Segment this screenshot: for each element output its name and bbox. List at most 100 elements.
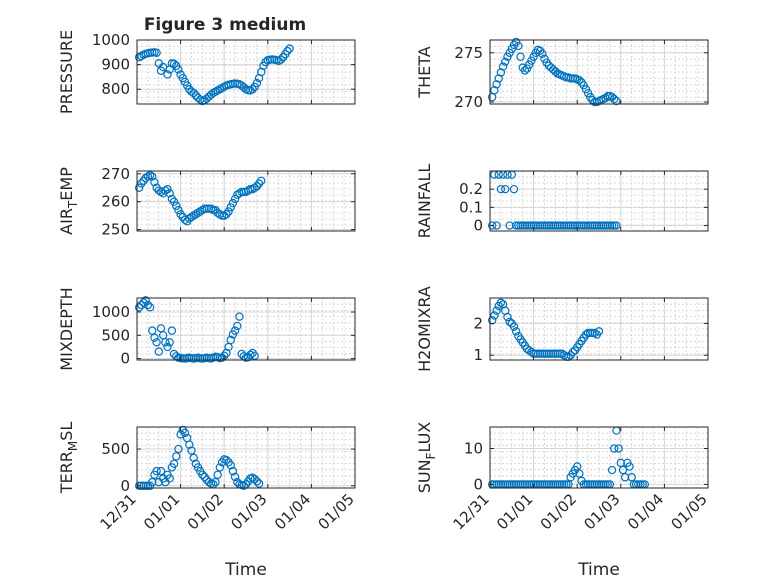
- y-tick-label: 0: [120, 350, 130, 368]
- data-point: [248, 184, 257, 194]
- data-point: [525, 221, 534, 230]
- data-point: [498, 62, 508, 71]
- data-point: [511, 221, 521, 230]
- subplot-pressure: 800 900 1000 PRESSURE: [57, 30, 356, 114]
- data-point: [540, 221, 549, 230]
- data-point: [285, 44, 294, 53]
- data-point: [163, 70, 172, 79]
- y-tick-label: 1000: [92, 303, 130, 321]
- data-point: [191, 210, 201, 219]
- figure-title: Figure 3 medium: [144, 15, 306, 35]
- data-point: [549, 349, 558, 358]
- data-point: [204, 477, 214, 487]
- data-point: [614, 444, 623, 453]
- data-point: [143, 300, 153, 310]
- data-point: [215, 463, 225, 472]
- data-point: [551, 221, 560, 230]
- axes-box: [489, 39, 709, 105]
- data-point: [592, 221, 602, 230]
- data-point: [575, 221, 584, 230]
- data-point: [239, 481, 249, 490]
- data-point: [163, 342, 172, 352]
- data-point: [156, 466, 166, 476]
- data-point: [546, 221, 556, 230]
- data-point: [257, 176, 266, 185]
- data-point: [233, 321, 242, 331]
- y-axis-label: PRESSURE: [57, 30, 76, 114]
- data-point: [590, 328, 599, 338]
- data-point: [169, 197, 179, 206]
- data-point: [535, 349, 545, 358]
- data-point: [145, 303, 155, 312]
- x-axis-label: Time: [577, 560, 620, 580]
- y-tick-label: 250: [101, 221, 130, 239]
- data-point: [546, 349, 556, 358]
- data-point: [250, 351, 259, 360]
- subplot-air-temp: 250 260 270 AIRTEMP: [57, 165, 356, 239]
- data-point: [165, 189, 174, 198]
- data-point: [228, 198, 238, 208]
- data-point: [172, 201, 181, 211]
- data-point: [496, 184, 506, 194]
- data-point: [503, 312, 512, 322]
- data-point: [230, 194, 240, 204]
- data-point: [601, 221, 610, 230]
- data-point: [590, 221, 599, 230]
- data-point: [174, 205, 183, 215]
- data-point: [531, 221, 540, 230]
- data-point: [605, 221, 615, 230]
- data-point: [607, 465, 617, 475]
- data-point: [570, 221, 580, 230]
- data-point: [154, 347, 163, 356]
- data-point: [625, 462, 634, 471]
- data-point: [211, 477, 220, 487]
- y-tick-label: 0: [473, 475, 483, 493]
- data-point: [531, 349, 540, 358]
- axes-box: [136, 170, 356, 232]
- data-point: [577, 221, 586, 230]
- data-point: [538, 49, 547, 58]
- data-point: [226, 203, 235, 212]
- axes-box: [489, 170, 709, 232]
- y-tick-label: 1000: [92, 31, 130, 49]
- data-point: [516, 52, 525, 61]
- y-tick-label: 900: [101, 56, 130, 74]
- data-point: [180, 428, 190, 438]
- data-point: [200, 204, 209, 213]
- data-point: [549, 221, 558, 230]
- data-point: [492, 80, 501, 89]
- data-point: [610, 94, 619, 104]
- data-point: [169, 59, 179, 69]
- data-point: [254, 479, 264, 488]
- data-point: [150, 177, 159, 187]
- data-point: [505, 317, 514, 327]
- data-point: [134, 183, 144, 192]
- data-point: [553, 221, 562, 230]
- y-axis-label: THETA: [415, 46, 434, 98]
- data-point: [209, 205, 218, 215]
- axes-box: [489, 426, 709, 489]
- data-point: [544, 349, 554, 358]
- data-point: [501, 184, 510, 194]
- subplot-theta: 270 275 THETA: [415, 37, 709, 111]
- data-point: [494, 74, 503, 83]
- data-point: [551, 349, 560, 358]
- data-point: [174, 444, 183, 454]
- data-point: [518, 221, 527, 230]
- data-point: [250, 474, 259, 484]
- data-point: [509, 322, 519, 331]
- data-point: [596, 221, 606, 230]
- data-point: [612, 96, 621, 106]
- data-point: [139, 298, 148, 307]
- data-point: [189, 453, 198, 463]
- data-point: [143, 172, 153, 181]
- y-tick-label: 500: [101, 326, 130, 344]
- data-point: [189, 211, 198, 220]
- data-point: [620, 473, 630, 482]
- data-point: [137, 300, 146, 310]
- data-point: [520, 221, 530, 230]
- data-point: [252, 477, 262, 486]
- data-point: [161, 186, 170, 195]
- y-axis-label: H2OMIXRA: [415, 286, 434, 372]
- y-tick-label: 270: [101, 165, 130, 183]
